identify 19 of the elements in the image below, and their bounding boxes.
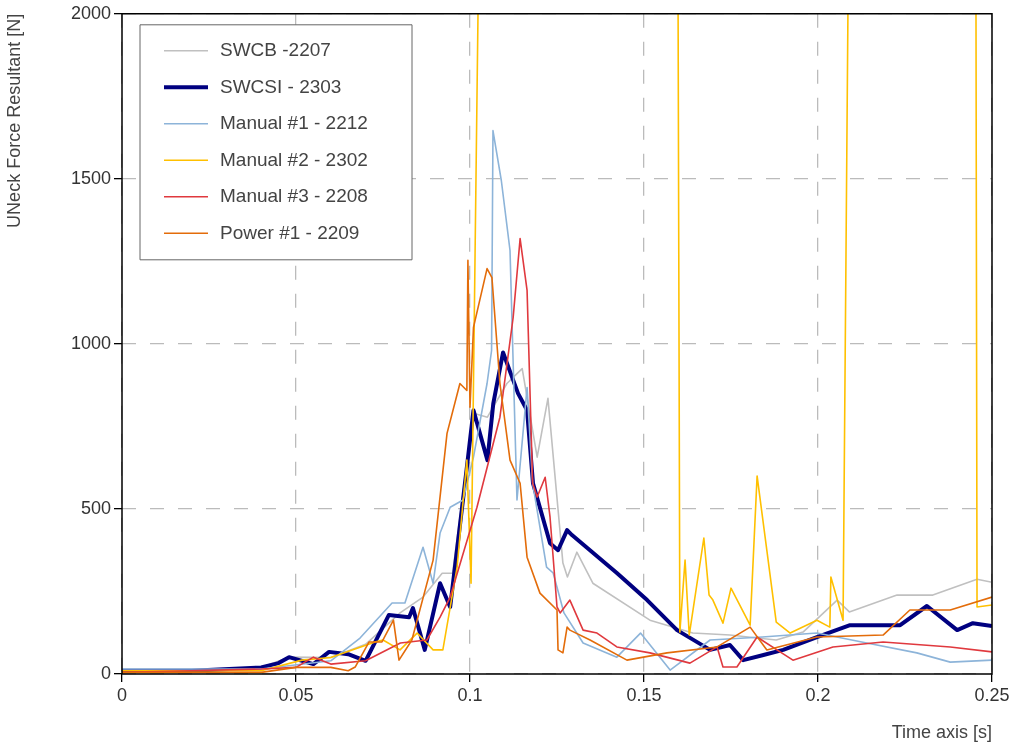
legend-label: Manual #1 - 2212 — [220, 112, 368, 134]
x-axis-title: Time axis [s] — [891, 722, 992, 743]
x-tick-label: 0.2 — [805, 684, 831, 705]
x-tick-label: 0.25 — [974, 684, 1010, 705]
legend-label: SWCB -2207 — [220, 39, 331, 61]
legend-label: SWCSI - 2303 — [220, 75, 342, 97]
legend-label: Manual #3 - 2208 — [220, 185, 368, 207]
y-tick-label: 500 — [80, 497, 111, 518]
y-tick-label: 1500 — [70, 167, 111, 188]
legend-label: Power #1 - 2209 — [220, 221, 360, 243]
x-tick-label: 0.1 — [457, 684, 483, 705]
x-tick-label: 0.15 — [626, 684, 662, 705]
y-axis-title: UNeck Force Resultant [N] — [3, 13, 24, 228]
y-tick-label: 0 — [100, 662, 111, 683]
x-tick-label: 0 — [116, 684, 128, 705]
y-tick-label: 1000 — [70, 332, 111, 353]
x-tick-label: 0.05 — [278, 684, 314, 705]
y-tick-label: 2000 — [70, 2, 111, 23]
legend-label: Manual #2 - 2302 — [220, 148, 368, 170]
